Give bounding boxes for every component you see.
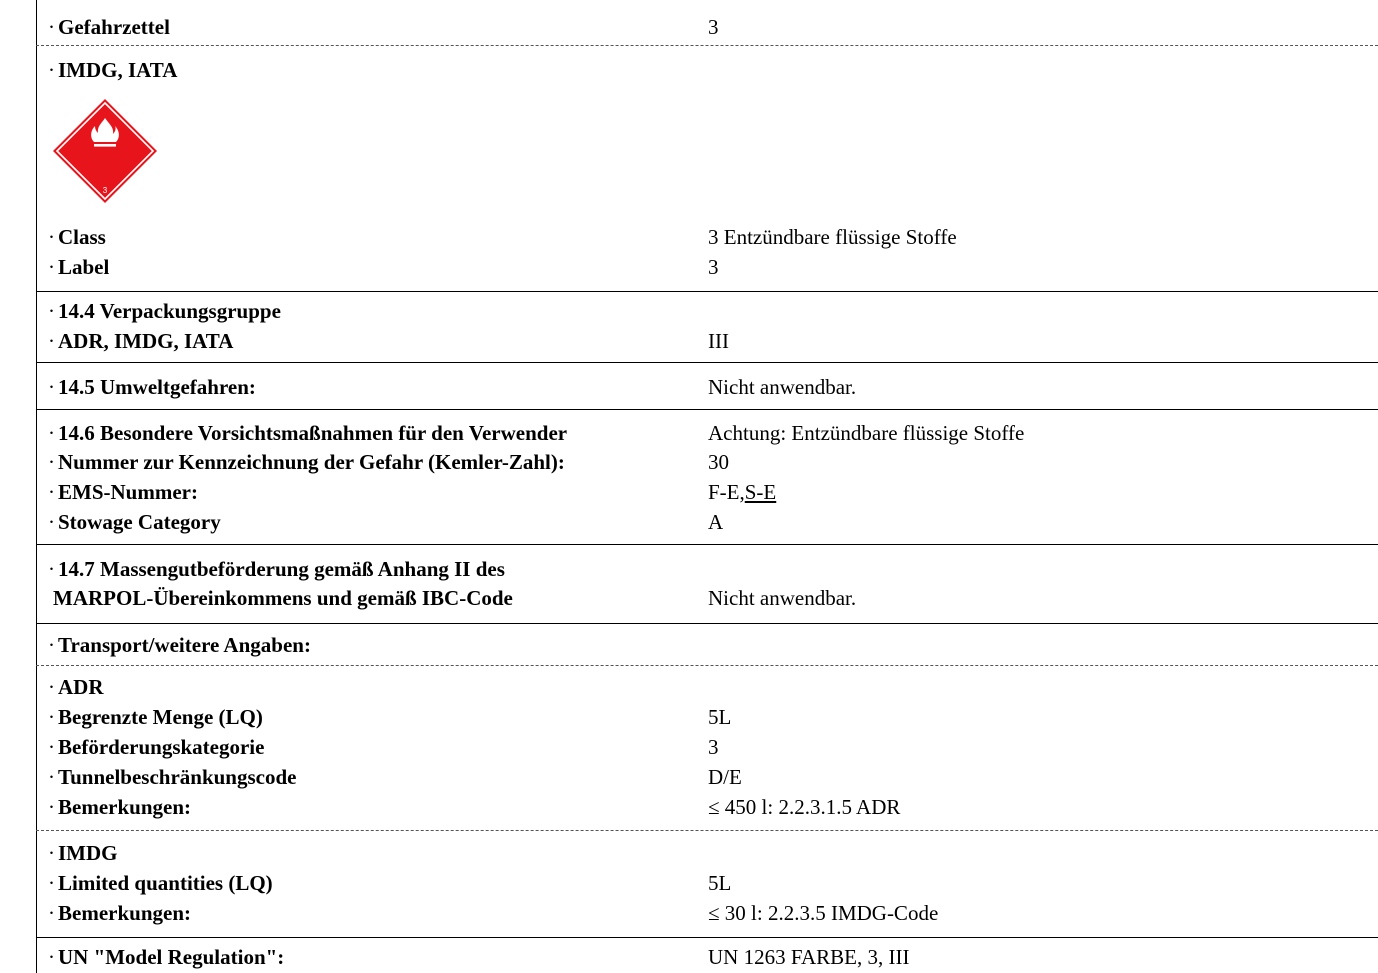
row-value: ≤ 30 l: 2.2.3.5 IMDG-Code bbox=[708, 901, 939, 925]
separator bbox=[36, 623, 1378, 624]
row-value: D/E bbox=[708, 765, 742, 789]
row-label: MARPOL-Übereinkommens und gemäß IBC-Code bbox=[53, 586, 513, 610]
row-value: 30 bbox=[708, 450, 729, 474]
row-value: III bbox=[708, 329, 729, 353]
row-massengut-1: · 14.7 Massengutbeförderung gemäß Anhang … bbox=[48, 557, 505, 581]
separator bbox=[36, 665, 1378, 666]
row-label: Bemerkungen: bbox=[58, 901, 191, 925]
row-class: · Class 3 Entzündbare flüssige Stoffe bbox=[48, 225, 957, 249]
separator bbox=[36, 362, 1378, 363]
row-value: Nicht anwendbar. bbox=[708, 375, 857, 399]
row-value: 3 Entzündbare flüssige Stoffe bbox=[708, 225, 957, 249]
row-gefahrzettel: · Gefahrzettel 3 bbox=[48, 15, 719, 39]
row-label: ADR, IMDG, IATA bbox=[58, 329, 234, 353]
row-label: Stowage Category bbox=[58, 510, 221, 534]
row-label: Class bbox=[58, 225, 106, 249]
flame-icon bbox=[91, 118, 119, 147]
row-label: Bemerkungen: bbox=[58, 795, 191, 819]
row-value: UN 1263 FARBE, 3, III bbox=[708, 945, 910, 969]
row-label: EMS-Nummer: bbox=[58, 480, 198, 504]
row-verpackungsgruppe: · 14.4 Verpackungsgruppe bbox=[48, 299, 281, 323]
row-begrenzte-menge: · Begrenzte Menge (LQ) 5L bbox=[48, 705, 732, 729]
row-label: 14.4 Verpackungsgruppe bbox=[58, 299, 281, 323]
separator bbox=[36, 937, 1378, 938]
flammable-liquid-placard: 3 bbox=[53, 99, 157, 203]
row-label: Begrenzte Menge (LQ) bbox=[58, 705, 263, 729]
row-tunnelbeschraenkungscode: · Tunnelbeschränkungscode D/E bbox=[48, 765, 742, 789]
row-bemerkungen-adr: · Bemerkungen: ≤ 450 l: 2.2.3.1.5 ADR bbox=[48, 795, 901, 819]
row-label: 14.7 Massengutbeförderung gemäß Anhang I… bbox=[58, 557, 505, 581]
row-value: ≤ 450 l: 2.2.3.1.5 ADR bbox=[708, 795, 901, 819]
row-un-model-regulation: · UN "Model Regulation": UN 1263 FARBE, 3… bbox=[48, 945, 910, 969]
row-label: Tunnelbeschränkungscode bbox=[58, 765, 297, 789]
separator bbox=[36, 409, 1378, 410]
placard-class-number: 3 bbox=[103, 186, 108, 195]
row-adr: · ADR bbox=[48, 675, 104, 699]
row-vorsichtsmassnahmen: · 14.6 Besondere Vorsichtsmaßnahmen für d… bbox=[48, 421, 1025, 445]
row-befoerderungskategorie: · Beförderungskategorie 3 bbox=[48, 735, 719, 759]
row-imdg-iata: · IMDG, IATA bbox=[48, 58, 178, 82]
row-kemler-zahl: · Nummer zur Kennzeichnung der Gefahr (Ke… bbox=[48, 450, 729, 474]
row-label: UN "Model Regulation": bbox=[58, 945, 285, 969]
row-imdg: · IMDG bbox=[48, 841, 118, 865]
row-massengut-2: MARPOL-Übereinkommens und gemäß IBC-Code… bbox=[0, 585, 1378, 611]
row-label: Nummer zur Kennzeichnung der Gefahr (Kem… bbox=[58, 450, 565, 474]
row-umweltgefahren: · 14.5 Umweltgefahren: Nicht anwendbar. bbox=[48, 375, 857, 399]
row-bemerkungen-imdg: · Bemerkungen: ≤ 30 l: 2.2.3.5 IMDG-Code bbox=[48, 901, 939, 925]
row-label: Gefahrzettel bbox=[58, 15, 170, 39]
row-value: 3 bbox=[708, 255, 719, 279]
row-label: 14.5 Umweltgefahren: bbox=[58, 375, 256, 399]
row-value: 5L bbox=[708, 871, 732, 895]
row-value: F-E,S-E bbox=[708, 480, 777, 504]
placard-diamond bbox=[53, 99, 157, 203]
row-label: Label bbox=[58, 255, 110, 279]
row-stowage-category: · Stowage Category A bbox=[48, 510, 724, 534]
row-value: A bbox=[708, 510, 724, 534]
row-ems-nummer: · EMS-Nummer: F-E,S-E bbox=[48, 480, 777, 504]
row-limited-quantities: · Limited quantities (LQ) 5L bbox=[48, 871, 732, 895]
row-value: 3 bbox=[708, 15, 719, 39]
row-adr-imdg-iata: · ADR, IMDG, IATA III bbox=[48, 329, 729, 353]
separator bbox=[36, 544, 1378, 545]
separator bbox=[36, 45, 1378, 46]
left-border bbox=[36, 0, 37, 973]
row-label-field: · Label 3 bbox=[48, 255, 719, 279]
row-label: Limited quantities (LQ) bbox=[58, 871, 273, 895]
row-label: Transport/weitere Angaben: bbox=[58, 633, 311, 657]
row-label: Beförderungskategorie bbox=[58, 735, 265, 759]
row-value: 3 bbox=[708, 735, 719, 759]
separator bbox=[36, 830, 1378, 831]
separator bbox=[36, 291, 1378, 292]
row-value: 5L bbox=[708, 705, 732, 729]
row-value: Nicht anwendbar. bbox=[708, 586, 857, 610]
row-label: ADR bbox=[58, 675, 104, 699]
row-label: IMDG, IATA bbox=[58, 58, 178, 82]
row-transport-weitere: · Transport/weitere Angaben: bbox=[48, 633, 311, 657]
row-label: 14.6 Besondere Vorsichtsmaßnahmen für de… bbox=[58, 421, 568, 445]
row-label: IMDG bbox=[58, 841, 118, 865]
row-value: Achtung: Entzündbare flüssige Stoffe bbox=[708, 421, 1025, 445]
